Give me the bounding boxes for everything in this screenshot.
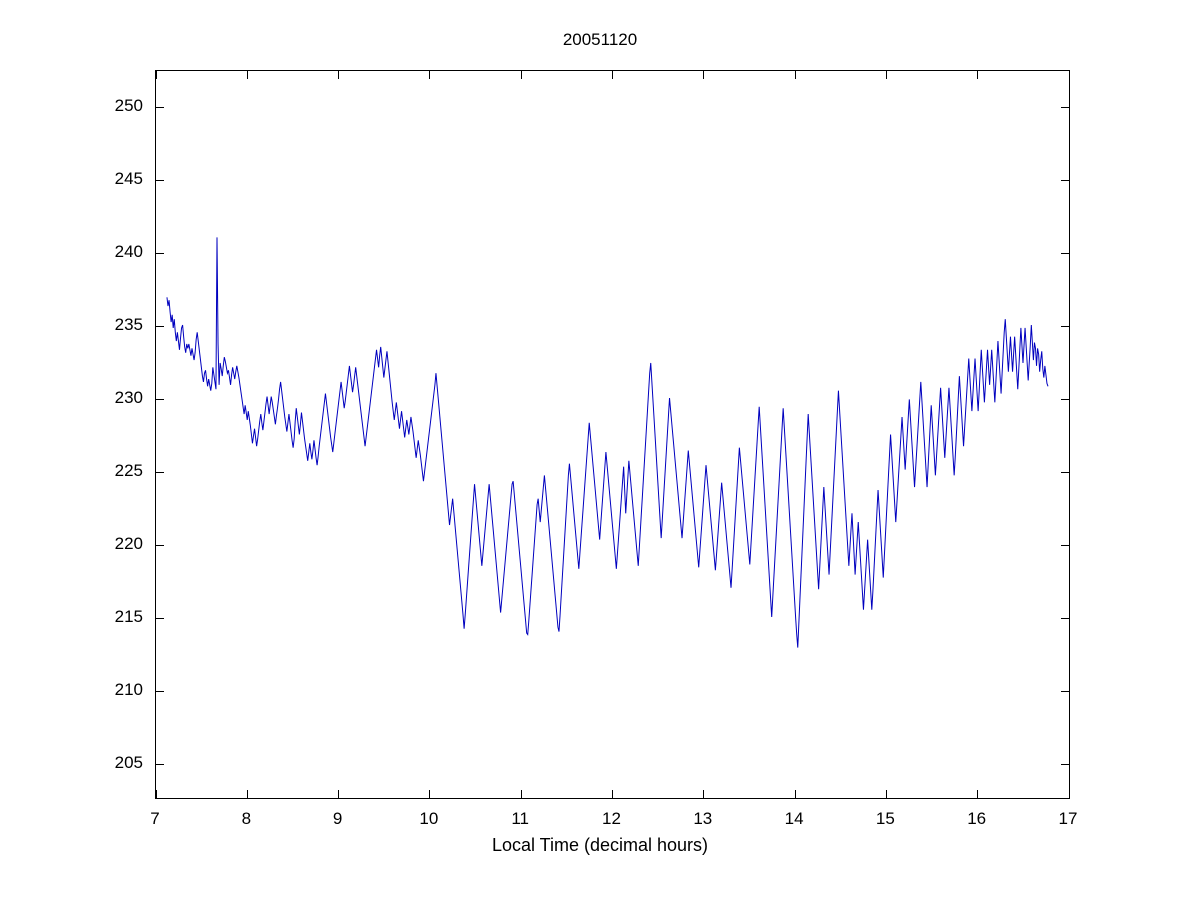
x-tick-mark	[155, 790, 157, 798]
x-tick-label: 11	[511, 809, 530, 828]
x-tick-label: 15	[875, 809, 895, 828]
x-tick-label: 17	[1058, 809, 1078, 828]
x-axis-label: Local Time (decimal hours)	[491, 835, 709, 855]
y-tick-mark	[156, 617, 164, 619]
y-tick-label: 240	[114, 242, 143, 262]
y-tick-mark	[156, 106, 164, 108]
data-line-series	[156, 71, 1069, 798]
x-tick-mark	[1068, 790, 1070, 798]
y-tick-label: 220	[114, 534, 143, 554]
y-tick-mark	[156, 471, 164, 473]
x-tick-label: 12	[602, 809, 621, 828]
x-tick-mark-top	[429, 71, 431, 79]
x-tick-mark-top	[246, 71, 248, 79]
x-tick-mark	[520, 790, 522, 798]
y-tick-label: 245	[114, 169, 143, 189]
chart-title: 20051120	[562, 30, 638, 49]
y-tick-mark-right	[1061, 617, 1069, 619]
x-tick-mark	[338, 790, 340, 798]
y-tick-mark-right	[1061, 106, 1069, 108]
x-tick-mark-top	[155, 71, 157, 79]
y-tick-label: 235	[114, 315, 143, 335]
plot-area	[155, 70, 1070, 799]
x-tick-mark-top	[885, 71, 887, 79]
x-tick-mark-top	[338, 71, 340, 79]
x-tick-mark	[246, 790, 248, 798]
x-tick-label: 16	[967, 809, 987, 828]
x-tick-mark-top	[703, 71, 705, 79]
y-tick-mark	[156, 763, 164, 765]
y-tick-mark-right	[1061, 252, 1069, 254]
y-tick-mark-right	[1061, 544, 1069, 546]
y-tick-mark-right	[1061, 179, 1069, 181]
y-tick-mark	[156, 398, 164, 400]
x-tick-mark-top	[794, 71, 796, 79]
y-tick-mark	[156, 252, 164, 254]
x-tick-mark-top	[1068, 71, 1070, 79]
x-tick-mark	[703, 790, 705, 798]
y-tick-mark-right	[1061, 763, 1069, 765]
x-tick-mark-top	[977, 71, 979, 79]
y-tick-mark	[156, 179, 164, 181]
x-tick-mark-top	[520, 71, 522, 79]
y-tick-label: 215	[114, 607, 143, 627]
y-tick-label: 210	[114, 680, 143, 700]
x-tick-mark	[977, 790, 979, 798]
y-tick-label: 250	[114, 96, 143, 116]
y-tick-mark-right	[1061, 398, 1069, 400]
y-tick-label: 230	[114, 388, 143, 408]
x-tick-mark	[885, 790, 887, 798]
x-tick-label: 7	[150, 809, 160, 828]
y-tick-mark	[156, 325, 164, 327]
y-tick-mark	[156, 690, 164, 692]
y-tick-mark-right	[1061, 471, 1069, 473]
x-tick-label: 14	[784, 809, 804, 828]
x-tick-mark-top	[612, 71, 613, 79]
longwave-series-polyline	[167, 237, 1048, 647]
x-tick-label: 8	[241, 809, 252, 828]
x-tick-label: 10	[419, 809, 439, 828]
y-tick-mark-right	[1061, 690, 1069, 692]
x-tick-mark	[794, 790, 796, 798]
x-tick-mark	[429, 790, 431, 798]
x-tick-label: 13	[693, 809, 713, 828]
y-tick-mark-right	[1061, 325, 1069, 327]
x-tick-label: 9	[332, 809, 343, 828]
x-tick-mark	[612, 790, 613, 798]
y-tick-mark	[156, 544, 164, 546]
y-tick-label: 225	[114, 461, 143, 481]
y-tick-label: 205	[114, 753, 143, 773]
